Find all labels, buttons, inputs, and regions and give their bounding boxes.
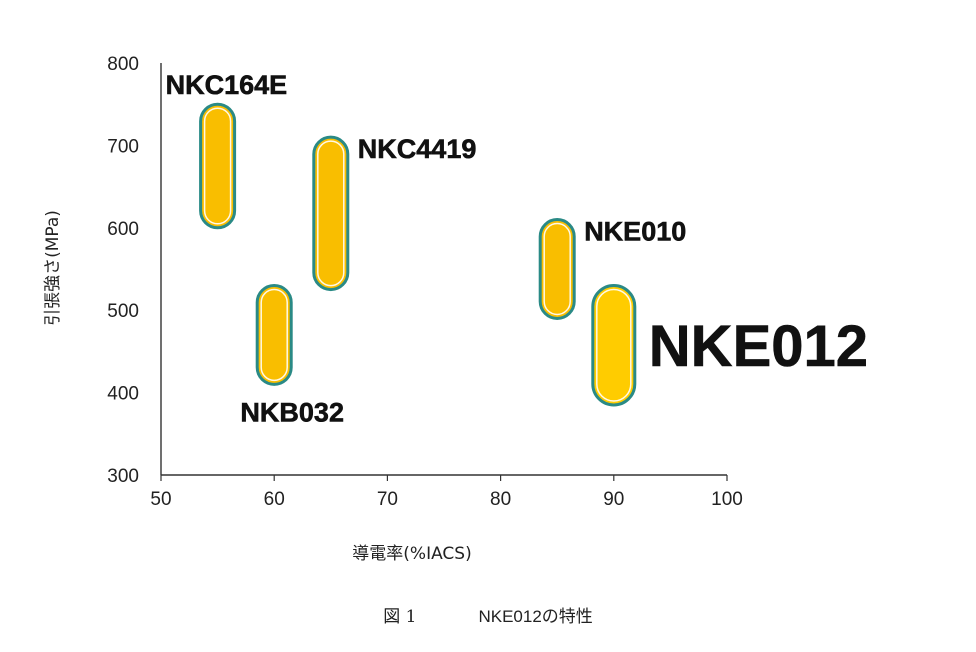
series-label-nkc4419: NKC4419 xyxy=(358,134,477,164)
y-tick-label: 300 xyxy=(107,466,139,487)
figure-caption: 図 1 NKE012の特性 xyxy=(0,602,976,627)
x-tick-label: 50 xyxy=(150,489,171,510)
y-tick-label: 600 xyxy=(107,219,139,240)
range-capsule-nke012 xyxy=(591,283,637,407)
y-tick-label: 400 xyxy=(107,384,139,405)
caption-figure-number: 図 1 xyxy=(383,607,417,627)
y-axis-title: 引張強さ(MPa) xyxy=(43,210,63,326)
x-tick-label: 70 xyxy=(377,489,398,510)
caption-product-name: NKE012 xyxy=(478,607,542,626)
y-tick-label: 800 xyxy=(107,54,139,75)
series-labels: NKC164E NKB032 NKC4419 NKE010 NKE012 xyxy=(165,70,868,428)
series-label-nkb032: NKB032 xyxy=(240,397,344,427)
y-tick-label: 500 xyxy=(107,301,139,322)
series-label-nkc164e: NKC164E xyxy=(166,70,288,100)
x-axis-title: 導電率(%IACS) xyxy=(352,544,471,564)
y-tick-label: 700 xyxy=(107,136,139,157)
caption-title-suffix: の特性 xyxy=(541,607,593,627)
x-tick-label: 60 xyxy=(264,489,285,510)
range-capsule-nkc4419 xyxy=(312,135,350,292)
range-capsule-nke010 xyxy=(538,218,576,320)
x-tick-label: 100 xyxy=(711,489,743,510)
series-label-nke010: NKE010 xyxy=(584,217,686,247)
range-marks xyxy=(199,102,637,407)
range-capsule-nkb032 xyxy=(255,283,293,386)
axes: 50 60 70 80 90 100 300 400 500 600 700 800 xyxy=(107,54,743,510)
series-label-nke012: NKE012 xyxy=(649,314,868,379)
x-tick-label: 80 xyxy=(490,489,511,510)
range-capsule-nkc164e xyxy=(199,102,237,230)
x-tick-label: 90 xyxy=(603,489,624,510)
